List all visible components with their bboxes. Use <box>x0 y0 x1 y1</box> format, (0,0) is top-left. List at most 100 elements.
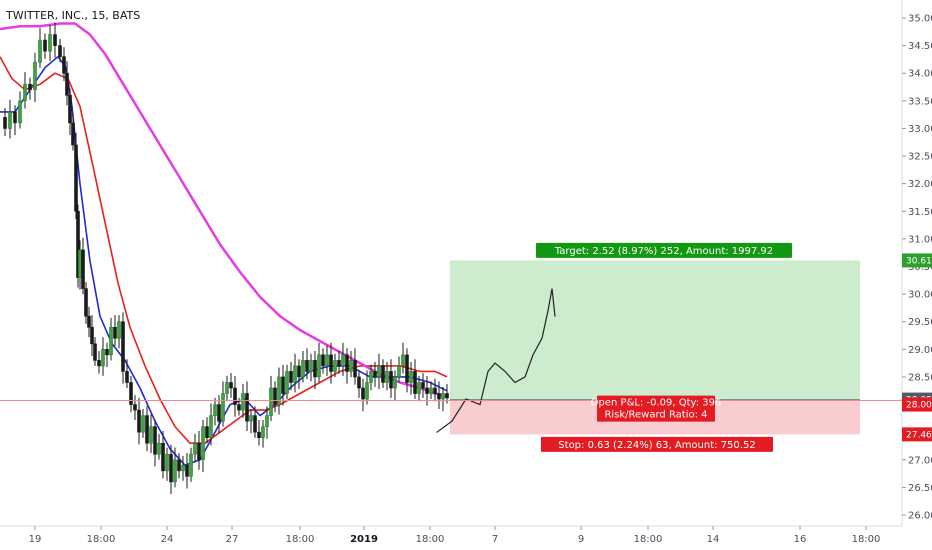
candle-body <box>341 354 345 367</box>
candle-body <box>8 111 12 129</box>
pnl-box <box>597 395 715 422</box>
candle-body <box>301 360 305 378</box>
target-label: Target: 2.52 (8.97%) 252, Amount: 1997.9… <box>554 246 773 257</box>
x-tick-label: 7 <box>492 534 498 545</box>
y-tick-label: 31.00 <box>908 234 932 245</box>
candle-body <box>141 415 145 433</box>
candle-body <box>62 56 66 74</box>
candle-body <box>361 387 365 400</box>
candle-body <box>149 426 153 444</box>
x-tick-label: 18:00 <box>416 534 445 545</box>
candle-body <box>137 409 141 433</box>
candle-body <box>225 382 229 394</box>
position-zones[interactable] <box>450 260 860 435</box>
candle-body <box>78 249 82 278</box>
candle-body <box>321 354 325 367</box>
candle-body <box>193 442 197 455</box>
candle-body <box>197 442 201 461</box>
x-tick-label: 18:00 <box>286 534 315 545</box>
candle-body <box>297 365 301 378</box>
y-tick-label: 26.50 <box>908 483 932 494</box>
y-tick-label: 29.00 <box>908 345 932 356</box>
candle-body <box>125 371 129 383</box>
candle-body <box>257 431 261 438</box>
candle-body <box>269 387 273 416</box>
candle-body <box>385 371 389 383</box>
y-tick-label: 26.00 <box>908 511 932 522</box>
profit-zone <box>450 260 860 400</box>
x-tick-label: 18:00 <box>852 534 881 545</box>
candle-body <box>313 360 317 378</box>
candle-body <box>381 365 385 383</box>
candle-body <box>417 382 421 394</box>
candle-body <box>68 95 72 124</box>
forecast-sketch <box>436 288 556 433</box>
candle-body <box>65 72 69 96</box>
y-tick-label: 34.00 <box>908 69 932 80</box>
candle-body <box>373 371 377 378</box>
candle-body <box>261 426 265 438</box>
x-tick-label: 18:00 <box>87 534 116 545</box>
candle-body <box>245 393 249 422</box>
chart-title: TWITTER, INC., 15, BATS <box>5 9 140 22</box>
candle-body <box>13 111 17 124</box>
price-axis[interactable]: 35.00 34.50 34.00 33.50 33.00 32.50 32.00 31.50… <box>902 14 932 522</box>
candles <box>3 22 449 495</box>
price-tag: 28.00 <box>906 401 932 411</box>
candle-body <box>117 321 121 339</box>
price-tag: 27.46 <box>906 430 932 440</box>
candle-body <box>409 371 413 383</box>
price-tag-bg <box>902 397 932 412</box>
candle-body <box>365 382 369 400</box>
time-axis[interactable]: 19 18:00 24 27 18:00 2019 18:00 7 9 18:00 14 16 18:0… <box>29 526 881 545</box>
candle-body <box>84 288 88 317</box>
candle-body <box>129 382 133 405</box>
y-tick-label: 30.50 <box>908 262 932 273</box>
candle-body <box>333 360 337 372</box>
candle-body <box>201 426 205 461</box>
candle-body <box>185 464 189 477</box>
open-pnl-label: Open P&L: -0.09, Qty: 396 <box>591 398 722 409</box>
candle-body <box>74 144 78 212</box>
candle-body <box>209 415 213 438</box>
candle-body <box>241 393 245 411</box>
candle-body <box>217 404 221 422</box>
risk-reward-label: Risk/Reward Ratio: 4 <box>604 410 707 421</box>
x-tick-label: 19 <box>29 534 42 545</box>
candle-body <box>33 61 37 91</box>
candle-body <box>429 387 433 394</box>
y-tick-label: 34.50 <box>908 41 932 52</box>
candle-body <box>189 453 193 477</box>
candle-body <box>93 343 97 361</box>
candle-body <box>265 415 269 427</box>
candle-body <box>105 349 109 356</box>
candle-body <box>101 349 105 367</box>
candle-body <box>169 453 173 483</box>
candle-body <box>90 326 94 345</box>
candle-body <box>337 360 341 367</box>
y-tick-label: 28.50 <box>908 372 932 383</box>
stop-label: Stop: 0.63 (2.24%) 63, Amount: 750.52 <box>558 440 755 451</box>
candle-body <box>437 393 441 400</box>
candle-body <box>161 442 165 472</box>
y-tick-label: 27.00 <box>908 455 932 466</box>
x-tick-label: 2019 <box>350 534 378 545</box>
position-labels: Target: 2.52 (8.97%) 252, Amount: 1997.9… <box>536 242 792 452</box>
candle-body <box>43 39 47 52</box>
candle-body <box>48 34 52 52</box>
y-tick-label: 33.50 <box>908 96 932 107</box>
stop-label-bg <box>541 436 773 452</box>
candle-body <box>237 404 241 411</box>
x-tick-label: 24 <box>161 534 174 545</box>
candle-body <box>441 393 445 400</box>
candle-body <box>325 354 329 367</box>
x-tick-label: 27 <box>226 534 239 545</box>
candle-body <box>433 387 437 394</box>
y-tick-label: 30.00 <box>908 290 932 301</box>
y-tick-label: 31.50 <box>908 207 932 218</box>
candle-body <box>173 459 177 483</box>
candle-body <box>157 442 161 455</box>
candle-body <box>413 371 417 394</box>
candle-body <box>353 360 357 378</box>
